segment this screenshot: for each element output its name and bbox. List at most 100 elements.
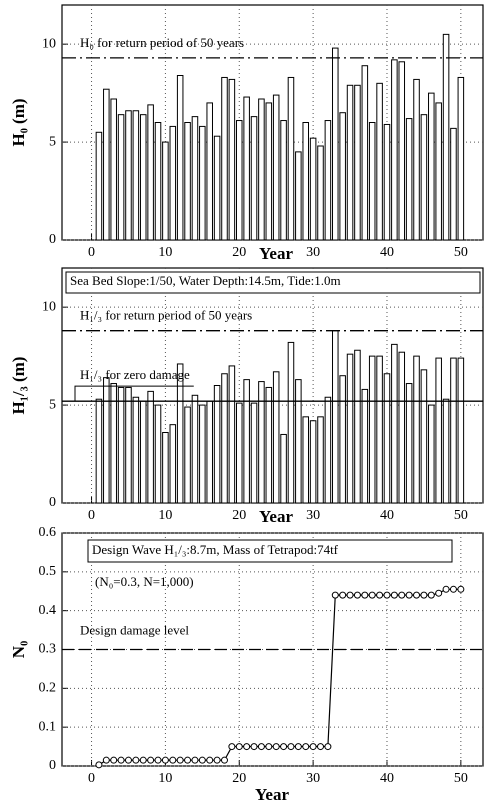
reference-label: H₀ for return period of 50 years bbox=[80, 35, 244, 50]
bar bbox=[228, 78, 236, 241]
bar bbox=[176, 363, 184, 504]
data-point bbox=[272, 743, 280, 751]
data-point bbox=[287, 743, 295, 751]
y-tick-label: 5 bbox=[49, 134, 56, 149]
bar bbox=[383, 373, 391, 504]
y-tick-label: 0.1 bbox=[39, 719, 57, 734]
y-tick-label: 0 bbox=[49, 495, 56, 510]
data-point bbox=[169, 756, 177, 764]
bar bbox=[154, 122, 162, 241]
annotation: Design Wave H₁/₃:8.7m, Mass of Tetrapod:… bbox=[92, 542, 339, 557]
bar bbox=[383, 123, 391, 241]
data-point bbox=[191, 756, 199, 764]
data-point bbox=[243, 743, 251, 751]
bar bbox=[361, 388, 369, 504]
x-tick-label: 0 bbox=[88, 508, 95, 523]
bar bbox=[272, 371, 280, 504]
bar bbox=[235, 120, 243, 241]
annotation: Sea Bed Slope:1/50, Water Depth:14.5m, T… bbox=[70, 273, 341, 288]
bar bbox=[191, 116, 199, 241]
bar bbox=[110, 98, 117, 241]
bar bbox=[228, 365, 236, 504]
data-point bbox=[265, 743, 273, 751]
bar bbox=[346, 353, 354, 504]
bar bbox=[213, 135, 221, 241]
bar bbox=[324, 396, 332, 504]
bar bbox=[354, 349, 361, 504]
bar bbox=[95, 131, 103, 241]
data-point bbox=[257, 743, 265, 751]
x-tick-label: 50 bbox=[454, 771, 468, 786]
bar bbox=[309, 137, 317, 241]
bar bbox=[339, 112, 346, 241]
data-point bbox=[353, 591, 361, 599]
bar bbox=[420, 114, 428, 241]
bar bbox=[117, 386, 125, 504]
bar bbox=[442, 33, 450, 241]
bar bbox=[428, 404, 435, 504]
bar bbox=[354, 84, 361, 241]
data-point bbox=[132, 756, 140, 764]
data-point bbox=[413, 591, 421, 599]
y-tick-label: 0 bbox=[49, 758, 56, 773]
data-point bbox=[206, 756, 214, 764]
y-tick-label: 0.2 bbox=[39, 681, 57, 696]
data-point bbox=[309, 743, 317, 751]
x-tick-label: 20 bbox=[232, 771, 246, 786]
data-point bbox=[317, 743, 325, 751]
bar bbox=[206, 400, 213, 504]
data-point bbox=[376, 591, 384, 599]
reference-label: Design damage level bbox=[80, 622, 189, 637]
x-tick-label: 40 bbox=[380, 245, 394, 260]
data-point bbox=[457, 585, 465, 593]
bar bbox=[368, 122, 376, 241]
bar bbox=[287, 76, 295, 241]
bar bbox=[184, 122, 191, 241]
bar bbox=[428, 92, 435, 241]
bar bbox=[103, 377, 110, 504]
data-point bbox=[124, 756, 132, 764]
bar bbox=[413, 355, 420, 504]
data-point bbox=[361, 591, 369, 599]
data-point bbox=[398, 591, 406, 599]
data-point bbox=[420, 591, 428, 599]
bar bbox=[302, 416, 310, 504]
x-tick-label: 10 bbox=[158, 508, 172, 523]
bar bbox=[125, 386, 132, 504]
bar bbox=[132, 396, 140, 504]
bar bbox=[317, 145, 324, 241]
bar bbox=[450, 357, 457, 504]
bar bbox=[243, 379, 250, 504]
bar bbox=[221, 76, 228, 241]
data-point bbox=[95, 761, 103, 769]
data-point bbox=[331, 591, 339, 599]
bar bbox=[457, 76, 465, 241]
bar bbox=[132, 110, 140, 241]
reference-label: H₁/₃ for zero damage bbox=[80, 367, 190, 382]
data-point bbox=[110, 756, 118, 764]
data-point bbox=[117, 756, 125, 764]
bar bbox=[391, 59, 398, 241]
data-point bbox=[346, 591, 354, 599]
data-point bbox=[220, 756, 228, 764]
bar bbox=[117, 114, 125, 241]
annotation-box bbox=[87, 539, 453, 563]
data-point bbox=[339, 591, 347, 599]
bar bbox=[221, 373, 228, 504]
annotation-box bbox=[65, 271, 481, 294]
x-tick-label: 50 bbox=[454, 508, 468, 523]
data-point bbox=[302, 743, 310, 751]
data-point bbox=[405, 591, 413, 599]
bar bbox=[199, 125, 206, 241]
data-point bbox=[228, 743, 236, 751]
x-tick-label: 0 bbox=[88, 771, 95, 786]
x-tick-label: 20 bbox=[232, 508, 246, 523]
y-axis-label: H₀ (m) bbox=[9, 98, 28, 146]
bar bbox=[346, 84, 354, 241]
y-tick-label: 0.3 bbox=[39, 642, 57, 657]
x-axis-label: Year bbox=[259, 244, 293, 263]
bar bbox=[139, 114, 147, 241]
bar bbox=[265, 102, 273, 241]
bar bbox=[405, 383, 413, 504]
